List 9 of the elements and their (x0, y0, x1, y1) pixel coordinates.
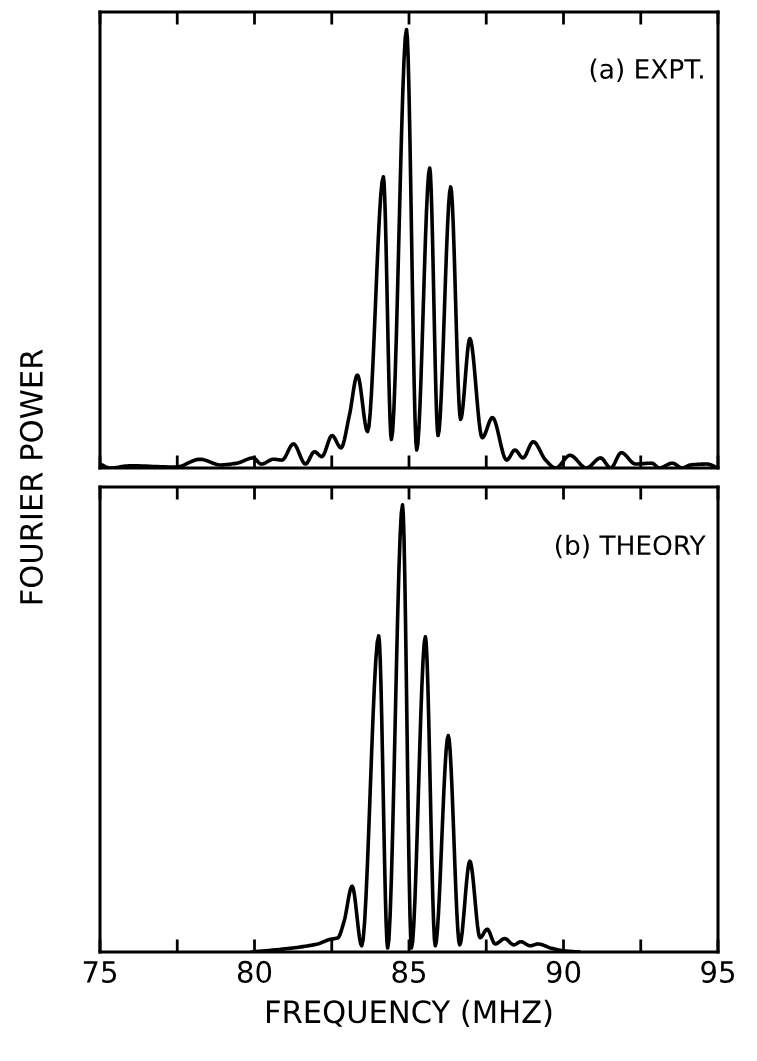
y-axis-title: FOURIER POWER (19, 349, 43, 604)
annotation: (b) THEORY (555, 534, 706, 559)
annotation: (a) EXPT. (590, 58, 703, 83)
x-axis-title: FREQUENCY (MHZ) (267, 999, 552, 1027)
x-tick-label: 90 (546, 960, 581, 983)
x-tick-label: 95 (701, 960, 735, 983)
x-tick-label: 85 (392, 960, 426, 983)
x-tick-label: 80 (237, 960, 272, 983)
x-tick-label: 75 (83, 961, 117, 983)
